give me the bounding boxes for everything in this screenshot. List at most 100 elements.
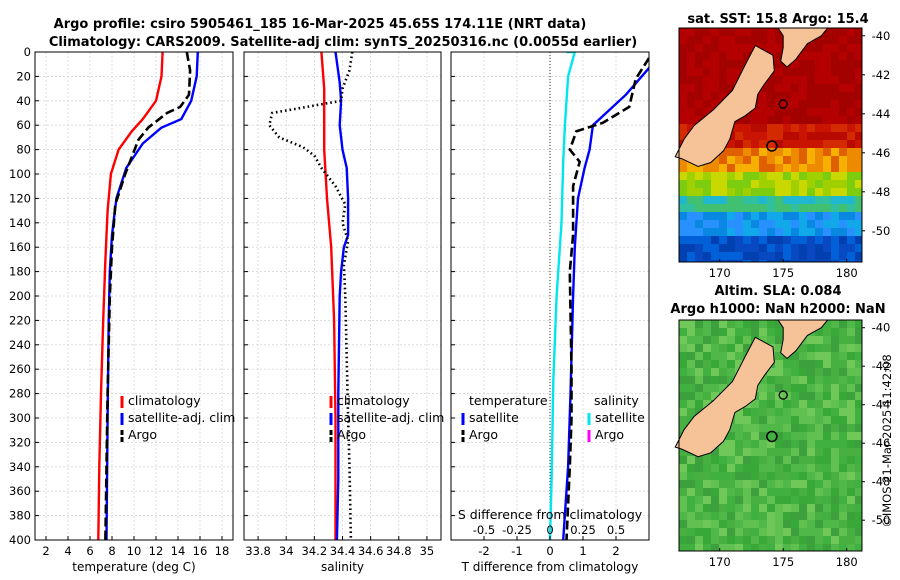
map-cell [783, 416, 792, 425]
map-cell [831, 360, 840, 369]
map-cell [711, 220, 720, 229]
map-cell [847, 336, 856, 345]
map-cell [687, 180, 696, 189]
map-cell [719, 336, 728, 345]
map-cell [767, 204, 776, 213]
map-cell [679, 512, 688, 521]
map-cell [751, 512, 760, 521]
map-cell [695, 544, 704, 552]
map-cell [815, 504, 824, 513]
map-cell [807, 52, 816, 61]
map-cell [751, 180, 760, 189]
map-cell [767, 336, 776, 345]
map-cell [791, 376, 800, 385]
map-cell [855, 220, 863, 229]
map-cell [719, 148, 728, 157]
map-cell [815, 244, 824, 253]
map-cell [735, 236, 744, 245]
legend-title-salinity: salinity [594, 393, 639, 408]
map-cell [839, 376, 848, 385]
map-cell [847, 92, 856, 101]
map-cell [823, 376, 832, 385]
map-cell [855, 116, 863, 125]
map-cell [847, 156, 856, 165]
map-cell [743, 528, 752, 537]
series-t-satellite [562, 66, 649, 540]
map-cell [735, 472, 744, 481]
map-cell [695, 188, 704, 197]
map-cell [751, 528, 760, 537]
y-tick-label: 240 [9, 338, 31, 352]
map-cell [807, 392, 816, 401]
map-cell [839, 480, 848, 489]
map-cell [799, 140, 808, 149]
map-cell [799, 528, 808, 537]
map-cell [847, 320, 856, 329]
map-cell [823, 352, 832, 361]
map-cell [695, 28, 704, 37]
map-cell [791, 108, 800, 117]
map-cell [703, 36, 712, 45]
map-cell [751, 252, 760, 261]
map-cell [679, 196, 688, 205]
map-cell [831, 344, 840, 353]
map-cell [759, 84, 768, 93]
map-cell [727, 432, 736, 441]
map-cell [839, 392, 848, 401]
map-cell [743, 132, 752, 141]
map-cell [735, 44, 744, 53]
map-cell [703, 76, 712, 85]
map-cell [823, 520, 832, 529]
panel-temperature: 2 4 6 8 10 12 14 16 18 temperature (deg C) 0 20 40 60… [9, 45, 235, 574]
map-cell [783, 92, 792, 101]
map-cell [759, 164, 768, 173]
map-cell [695, 392, 704, 401]
map-cell [783, 68, 792, 77]
map-cell [791, 520, 800, 529]
series-satellite-adj-clim [105, 52, 199, 540]
map-cell [711, 480, 720, 489]
map-cell [735, 440, 744, 449]
map-cell [847, 392, 856, 401]
map-cell [847, 440, 856, 449]
map-cell [823, 424, 832, 433]
map-cell [823, 432, 832, 441]
map-cell [759, 132, 768, 141]
map-cell [719, 196, 728, 205]
map-cell [695, 336, 704, 345]
x-tick-label: 8 [108, 544, 115, 558]
map-cell [735, 328, 744, 337]
map-cell [783, 368, 792, 377]
map-cell [767, 108, 776, 117]
map-cell [711, 236, 720, 245]
map-cell [839, 68, 848, 77]
map-cell [719, 360, 728, 369]
map-cell [855, 448, 863, 457]
x-tick-label: 4 [64, 544, 71, 558]
map-cell [799, 536, 808, 545]
map-cell [855, 344, 863, 353]
map-cell [759, 480, 768, 489]
map-cell [679, 204, 688, 213]
map-cell [767, 84, 776, 93]
map-cell [791, 440, 800, 449]
map-cell [743, 456, 752, 465]
map-cell [783, 424, 792, 433]
map-cell [695, 376, 704, 385]
map-cell [775, 520, 784, 529]
map-cell [759, 188, 768, 197]
map-cell [807, 188, 816, 197]
map-cell [775, 244, 784, 253]
map-cell [751, 220, 760, 229]
map-cell [847, 60, 856, 69]
map-cell [703, 488, 712, 497]
map-cell [799, 368, 808, 377]
map-cell [751, 156, 760, 165]
map-cell [767, 328, 776, 337]
map-cell [807, 360, 816, 369]
x-tick-label: 34 [279, 544, 294, 558]
map-cell [711, 36, 720, 45]
map-cell [799, 456, 808, 465]
map-cell [831, 220, 840, 229]
map-cell [719, 28, 728, 37]
